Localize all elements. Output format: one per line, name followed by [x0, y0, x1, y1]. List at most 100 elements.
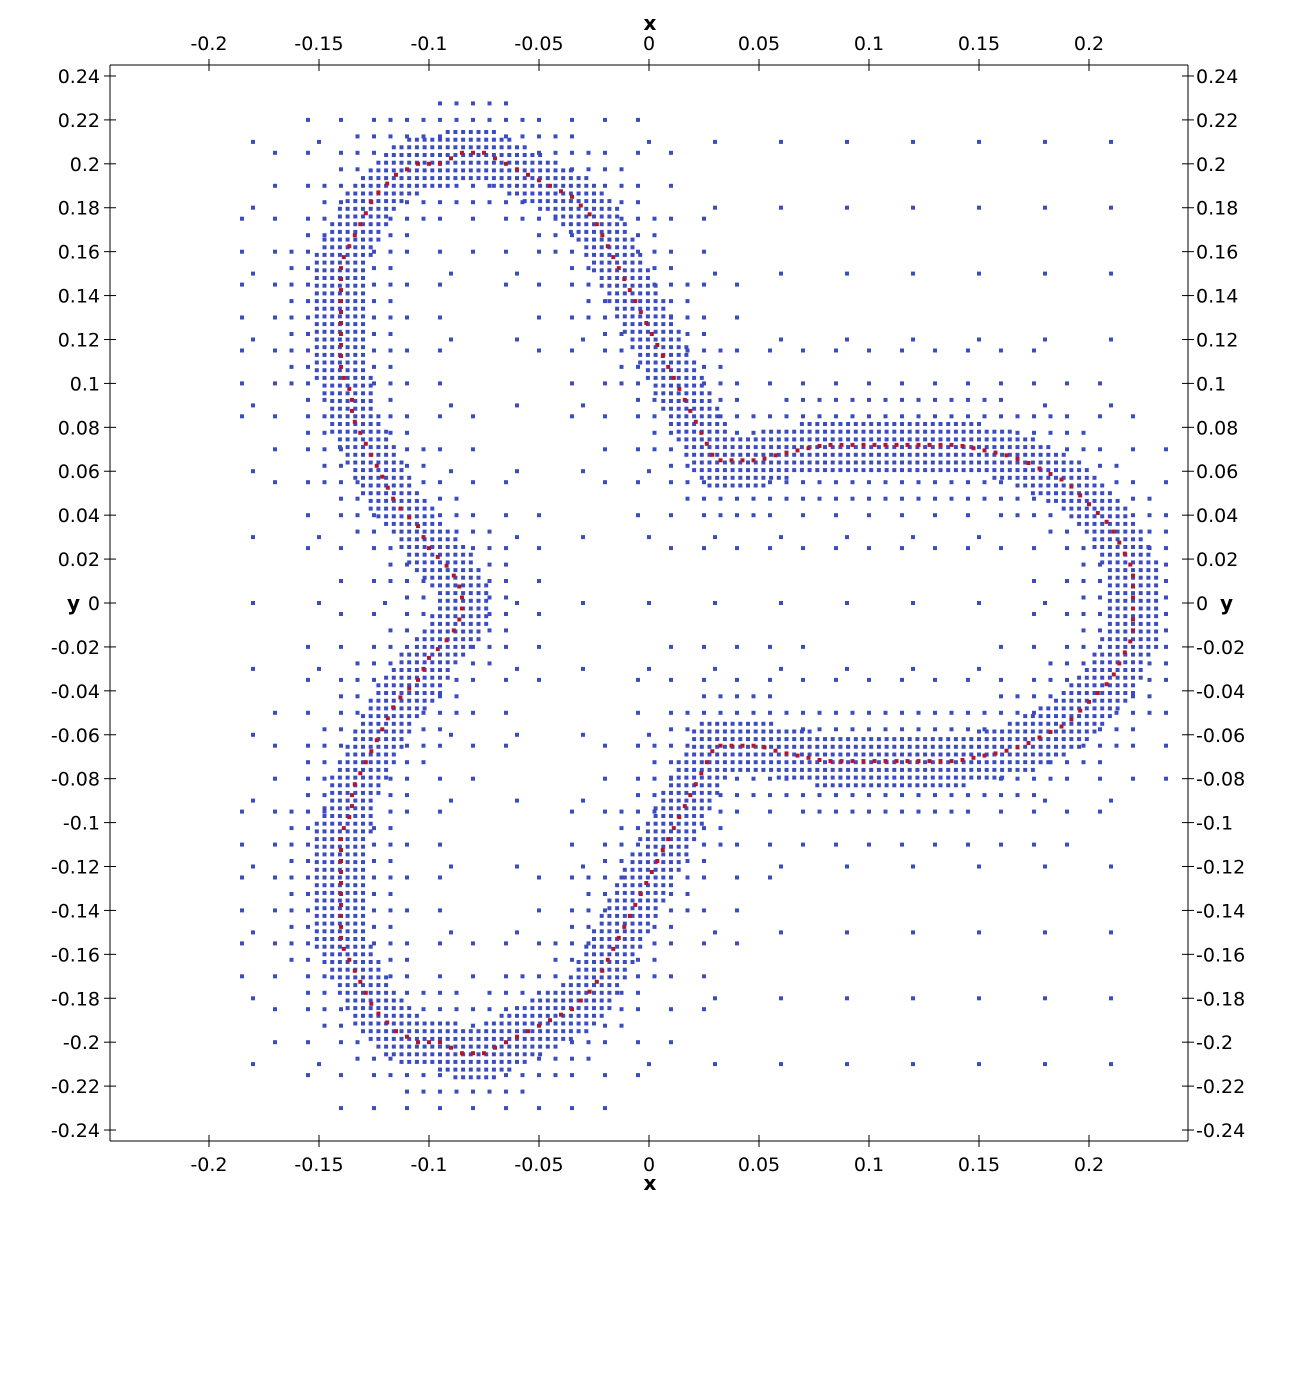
mesh-point: [699, 721, 704, 726]
mesh-point: [421, 480, 426, 485]
mesh-point: [273, 875, 277, 880]
interface-point: [471, 150, 475, 155]
mesh-point: [966, 414, 970, 419]
mesh-point: [1023, 721, 1028, 726]
mesh-point: [581, 337, 585, 342]
mesh-point: [1164, 743, 1168, 748]
mesh-point: [1100, 514, 1105, 519]
mesh-point: [692, 360, 697, 365]
mesh-point: [1100, 498, 1105, 503]
mesh-point: [422, 153, 427, 157]
mesh-point: [306, 117, 310, 122]
mesh-point: [1107, 521, 1112, 526]
mesh-point: [834, 727, 838, 732]
mesh-point: [438, 521, 442, 526]
mesh-point: [676, 821, 681, 826]
mesh-point: [537, 513, 541, 518]
mesh-point: [368, 422, 373, 426]
mesh-point: [388, 809, 393, 814]
mesh-point: [471, 414, 475, 419]
mesh-point: [1000, 429, 1005, 434]
mesh-point: [669, 875, 673, 880]
mesh-point: [984, 767, 989, 772]
mesh-point: [361, 222, 365, 227]
mesh-point: [746, 744, 750, 749]
mesh-point: [507, 145, 512, 150]
mesh-point: [799, 775, 804, 780]
mesh-point: [1015, 760, 1020, 765]
mesh-point: [361, 760, 365, 765]
interface-point: [352, 233, 357, 238]
mesh-point: [515, 601, 519, 605]
mesh-point: [1046, 445, 1051, 450]
mesh-point: [468, 160, 473, 165]
mesh-point: [537, 117, 541, 122]
mesh-point: [471, 200, 475, 205]
mesh-point: [883, 793, 888, 798]
mesh-point: [445, 660, 450, 665]
interface-point: [993, 450, 998, 455]
mesh-point: [685, 480, 690, 485]
mesh-point: [619, 364, 624, 369]
mesh-point: [388, 332, 393, 336]
mesh-point: [801, 397, 805, 402]
mesh-point: [669, 821, 673, 826]
mesh-point: [251, 930, 255, 935]
mesh-point: [372, 364, 376, 369]
mesh-point: [861, 783, 866, 788]
mesh-point: [930, 445, 935, 450]
mesh-point: [1023, 752, 1028, 757]
mesh-point: [953, 767, 958, 772]
mesh-point: [622, 944, 627, 949]
mesh-point: [702, 908, 706, 913]
interface-point: [385, 716, 390, 721]
mesh-point: [414, 683, 419, 688]
mesh-point: [372, 1073, 376, 1078]
mesh-point: [676, 337, 681, 342]
mesh-point: [799, 729, 804, 734]
mesh-point: [584, 176, 589, 181]
mesh-point: [1048, 430, 1053, 435]
mesh-point: [685, 875, 690, 880]
mesh-point: [1115, 698, 1120, 703]
mesh-point: [345, 406, 350, 411]
mesh-point: [892, 744, 897, 749]
mesh-point: [314, 314, 319, 319]
mesh-point: [1131, 727, 1135, 732]
mesh-point: [453, 644, 458, 649]
mesh-point: [1107, 545, 1112, 549]
mesh-point: [405, 809, 409, 814]
interface-point: [363, 760, 368, 765]
mesh-point: [399, 145, 404, 150]
mesh-point: [476, 1075, 481, 1080]
mesh-point: [421, 579, 426, 583]
mesh-point: [499, 1059, 504, 1064]
mesh-point: [438, 575, 442, 580]
mesh-point: [240, 216, 244, 221]
mesh-point: [823, 445, 827, 450]
mesh-point: [1084, 706, 1089, 711]
mesh-point: [702, 694, 706, 699]
mesh-point: [669, 266, 673, 271]
mesh-point: [476, 1052, 481, 1057]
mesh-point: [652, 776, 657, 781]
interface-point: [339, 343, 343, 347]
mesh-point: [384, 160, 389, 165]
mesh-point: [961, 468, 966, 473]
mesh-point: [468, 583, 473, 588]
mesh-point: [330, 890, 335, 895]
mesh-point: [684, 767, 689, 772]
interface-point: [655, 859, 660, 863]
mesh-point: [330, 783, 335, 788]
mesh-point: [322, 890, 327, 895]
mesh-point: [339, 496, 343, 501]
mesh-point: [384, 1036, 389, 1041]
mesh-point: [636, 826, 640, 831]
mesh-point: [414, 637, 419, 642]
mesh-point: [337, 944, 342, 949]
mesh-point: [801, 793, 805, 798]
mesh-point: [638, 322, 643, 327]
mesh-point: [345, 852, 350, 857]
mesh-point: [722, 721, 727, 726]
mesh-point: [353, 867, 358, 872]
